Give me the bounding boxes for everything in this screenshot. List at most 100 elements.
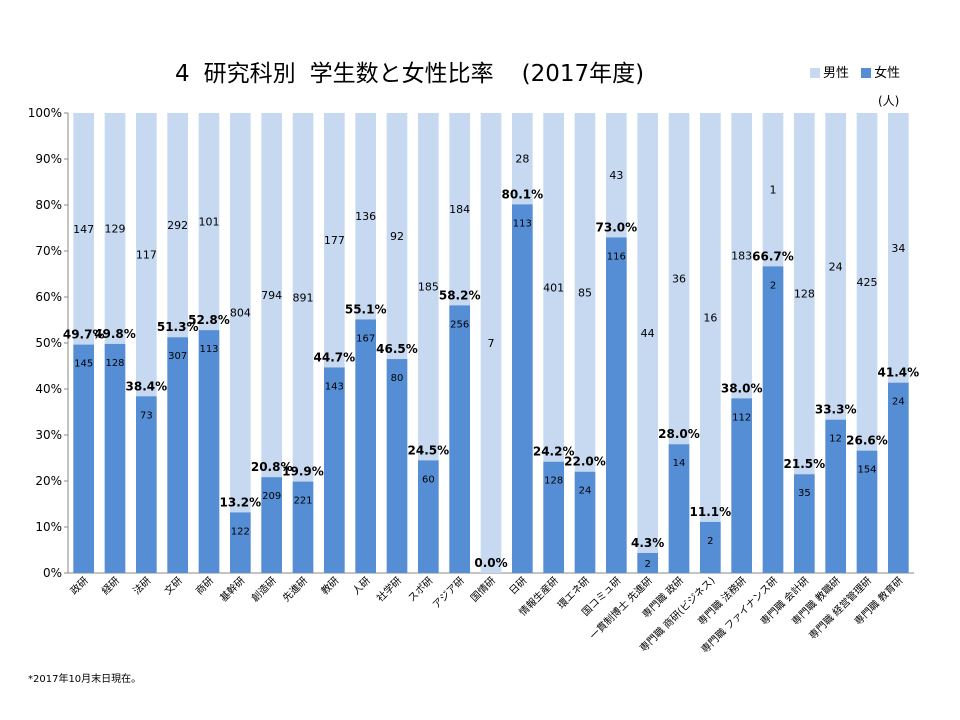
data-label-ratio: 13.2% xyxy=(220,495,262,509)
data-label-ratio: 24.2% xyxy=(533,445,575,459)
data-label-female: 112 xyxy=(732,412,751,423)
bar-female xyxy=(386,359,408,573)
bar-male xyxy=(762,113,784,267)
bar-male xyxy=(731,113,753,399)
bar-female xyxy=(731,398,753,573)
x-tick-label: 先進研 xyxy=(280,575,310,605)
bar-male xyxy=(605,113,627,238)
y-tick-label: 0% xyxy=(43,566,62,580)
data-label-female: 209 xyxy=(262,491,281,502)
bar-female xyxy=(449,305,471,573)
bar-female xyxy=(355,319,377,573)
x-tick-label: 文研 xyxy=(161,574,184,597)
data-label-ratio: 66.7% xyxy=(752,249,794,263)
data-label-male: 183 xyxy=(731,250,752,263)
y-tick-label: 100% xyxy=(28,106,62,120)
bar-female xyxy=(135,396,157,573)
bar-female xyxy=(637,553,659,573)
data-label-male: 85 xyxy=(578,286,592,299)
data-label-male: 184 xyxy=(449,203,470,216)
data-label-female: 24 xyxy=(579,486,592,497)
x-tick-label: 日研 xyxy=(507,575,530,598)
data-label-male: 401 xyxy=(543,281,564,294)
bar-female xyxy=(229,512,251,573)
unit-label: (人) xyxy=(878,94,900,108)
legend-item-female: 女性 xyxy=(861,66,900,81)
y-tick-label: 30% xyxy=(35,428,62,442)
bar-female xyxy=(292,481,314,573)
bar-male xyxy=(887,113,909,383)
data-label-ratio: 44.7% xyxy=(314,350,356,364)
data-label-ratio: 28.0% xyxy=(658,427,700,441)
bar-female xyxy=(793,474,815,573)
data-label-female: 35 xyxy=(798,488,811,499)
data-label-female: 128 xyxy=(105,358,124,369)
data-label-male: 128 xyxy=(794,288,815,301)
title-year: (2017年度) xyxy=(521,61,645,87)
data-label-ratio: 38.4% xyxy=(126,379,168,393)
legend-swatch-male xyxy=(810,68,820,78)
x-tick-label: 国情研 xyxy=(468,574,498,604)
bar-female xyxy=(198,330,220,573)
bar-female xyxy=(543,461,565,573)
bar-male xyxy=(292,113,314,482)
bar-male xyxy=(480,113,502,573)
data-label-male: 43 xyxy=(609,169,623,182)
title-sub: 学生数と女性比率 xyxy=(309,61,494,87)
x-tick-label: 政研 xyxy=(67,574,90,597)
bar-male xyxy=(323,113,345,368)
data-label-ratio: 80.1% xyxy=(502,187,544,201)
data-label-ratio: 51.3% xyxy=(157,320,199,334)
data-label-male: 177 xyxy=(324,234,345,247)
bar-male xyxy=(355,113,377,320)
bar-male xyxy=(229,113,251,513)
chart-title: 4 研究科別 学生数と女性比率 (2017年度) xyxy=(175,54,644,88)
x-tick-label: 基幹研 xyxy=(217,574,247,604)
data-label-male: 36 xyxy=(672,273,686,286)
bar-male xyxy=(167,113,189,338)
data-label-ratio: 0.0% xyxy=(474,556,507,570)
bar-male xyxy=(543,113,565,462)
bar-male xyxy=(386,113,408,360)
data-label-ratio: 26.6% xyxy=(846,434,888,448)
data-label-male: 34 xyxy=(891,242,905,255)
bar-female xyxy=(605,237,627,573)
data-label-female: 122 xyxy=(231,526,250,537)
data-label-male: 28 xyxy=(515,153,529,166)
legend-item-male: 男性 xyxy=(810,66,849,81)
data-label-male: 147 xyxy=(73,223,94,236)
y-tick-label: 70% xyxy=(35,244,62,258)
bar-male xyxy=(793,113,815,475)
data-label-female: 113 xyxy=(513,218,532,229)
data-label-male: 101 xyxy=(199,216,220,229)
bar-female xyxy=(261,477,283,573)
data-label-ratio: 49.8% xyxy=(94,327,136,341)
bar-female xyxy=(104,343,126,573)
data-label-male: 7 xyxy=(488,337,495,350)
x-tick-label: 人研 xyxy=(350,575,373,598)
data-label-female: 14 xyxy=(673,458,686,469)
data-label-ratio: 52.8% xyxy=(188,313,230,327)
data-label-male: 891 xyxy=(293,291,314,304)
data-label-female: 2 xyxy=(770,280,776,291)
bar-female xyxy=(668,444,690,573)
data-label-ratio: 33.3% xyxy=(815,403,857,417)
x-tick-label: 経研 xyxy=(99,574,122,597)
data-label-ratio: 21.5% xyxy=(784,457,826,471)
bar-female xyxy=(574,471,596,573)
data-label-male: 292 xyxy=(167,219,188,232)
data-label-female: 221 xyxy=(293,496,312,507)
x-tick-label: 教研 xyxy=(318,574,341,597)
data-label-female: 113 xyxy=(199,344,218,355)
x-tick-label: 社学研 xyxy=(374,574,404,604)
legend-swatch-female xyxy=(861,68,872,78)
data-label-male: 16 xyxy=(703,311,717,324)
data-label-male: 794 xyxy=(261,289,282,302)
bar-male xyxy=(449,113,471,306)
data-label-ratio: 22.0% xyxy=(564,455,606,469)
x-tick-label: スポ研 xyxy=(406,575,436,605)
bar-male xyxy=(511,113,533,205)
bar-female xyxy=(762,266,784,573)
data-label-male: 185 xyxy=(418,281,439,294)
bar-female xyxy=(856,450,878,573)
